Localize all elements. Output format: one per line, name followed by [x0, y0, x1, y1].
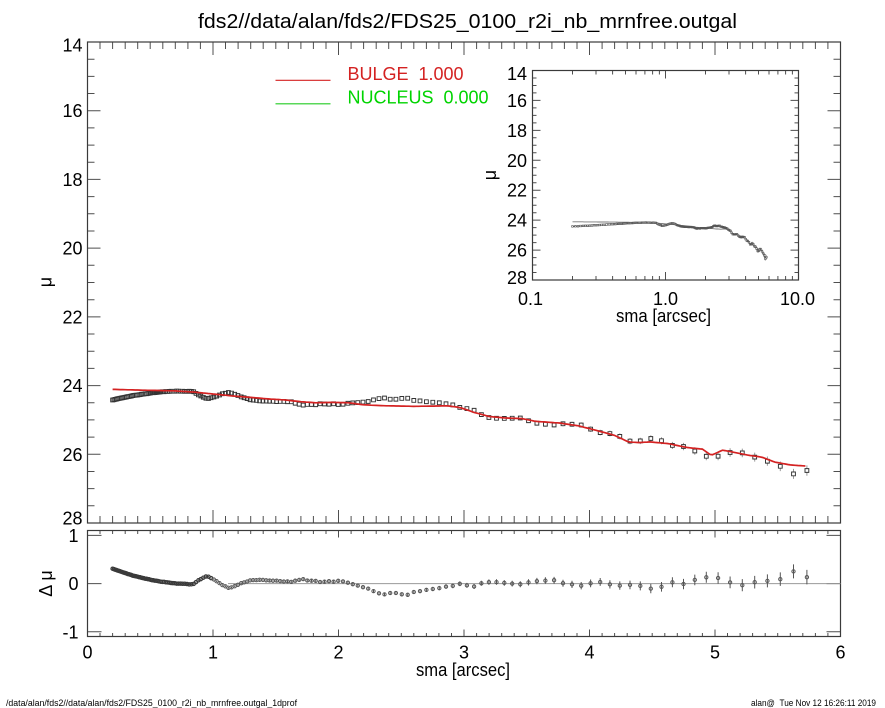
svg-text:sma [arcsec]: sma [arcsec] [416, 660, 510, 680]
svg-text:Δ μ: Δ μ [36, 570, 56, 596]
svg-text:14: 14 [507, 64, 527, 84]
svg-text:0: 0 [82, 643, 92, 663]
svg-text:μ: μ [36, 277, 56, 287]
svg-text:18: 18 [62, 170, 82, 190]
svg-text:4: 4 [584, 643, 594, 663]
svg-text:0: 0 [68, 574, 78, 594]
svg-text:5: 5 [710, 643, 720, 663]
svg-text:sma [arcsec]: sma [arcsec] [616, 306, 711, 326]
svg-text:22: 22 [62, 307, 82, 327]
svg-text:alan@ Tue Nov 12 16:26:11 201: alan@ Tue Nov 12 16:26:11 2019 [751, 698, 876, 708]
svg-text:20: 20 [507, 151, 527, 171]
svg-text:0.1: 0.1 [518, 289, 543, 309]
svg-text:fds2//data/alan/fds2/FDS25_010: fds2//data/alan/fds2/FDS25_0100_r2i_nb_m… [198, 11, 737, 33]
svg-text:/data/alan/fds2//data/alan/fds: /data/alan/fds2//data/alan/fds2/FDS25_01… [6, 698, 297, 708]
svg-text:-1: -1 [62, 622, 78, 642]
svg-text:22: 22 [507, 181, 527, 201]
svg-text:NUCLEUS 0.000: NUCLEUS 0.000 [348, 88, 489, 108]
svg-text:1: 1 [68, 526, 78, 546]
svg-text:10.0: 10.0 [780, 289, 815, 309]
svg-text:2: 2 [333, 643, 343, 663]
svg-text:18: 18 [507, 121, 527, 141]
svg-text:24: 24 [507, 211, 527, 231]
svg-text:3: 3 [459, 643, 469, 663]
svg-text:16: 16 [62, 101, 82, 121]
svg-text:1: 1 [208, 643, 218, 663]
svg-text:16: 16 [507, 91, 527, 111]
svg-text:6: 6 [835, 643, 845, 663]
svg-text:20: 20 [62, 239, 82, 259]
svg-text:14: 14 [62, 36, 82, 56]
svg-text:28: 28 [62, 509, 82, 529]
svg-text:28: 28 [507, 268, 527, 288]
svg-text:1.0: 1.0 [653, 289, 678, 309]
svg-text:26: 26 [62, 445, 82, 465]
svg-text:24: 24 [62, 376, 82, 396]
svg-text:BULGE 1.000: BULGE 1.000 [348, 64, 464, 84]
svg-text:μ: μ [480, 170, 500, 180]
svg-text:26: 26 [507, 241, 527, 261]
